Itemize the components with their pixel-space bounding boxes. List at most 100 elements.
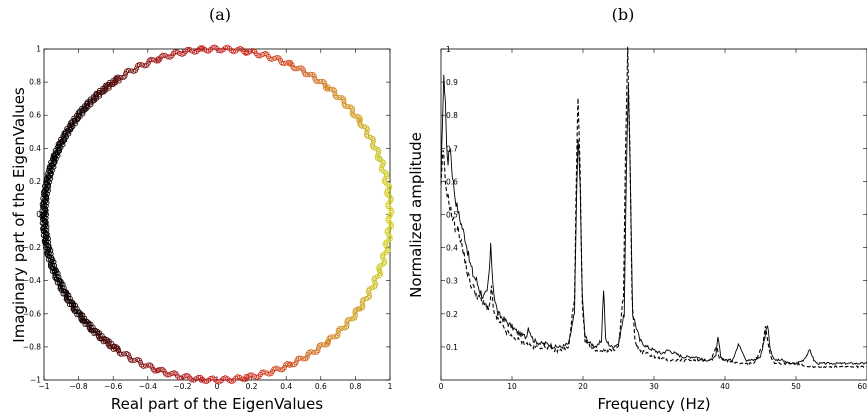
eigenvalue-point [164,372,170,378]
eigenvalue-point [379,158,385,164]
eigenvalue-point [137,359,144,366]
eigenvalue-point [165,54,171,60]
eigenvalue-point [82,105,88,111]
eigenvalue-point [276,55,282,61]
panel-b-axes-frame [440,48,867,381]
eigenvalue-point [312,76,318,82]
eigenvalue-point [278,367,284,373]
eigenvalue-point [88,324,94,330]
eigenvalue-point [336,95,342,101]
eigenvalue-point [51,155,58,161]
x-tick-label: 0.2 [246,382,258,391]
y-tick-label: 0.3 [446,277,458,286]
y-tick-label: 0.6 [29,111,41,120]
eigenvalue-point [281,364,287,371]
eigenvalue-point [146,58,152,64]
eigenvalue-point [305,72,311,78]
x-tick-label: 60 [857,382,867,391]
eigenvalue-point [363,132,370,138]
eigenvalue-point [335,333,341,339]
y-tick-label: 1 [36,45,41,54]
eigenvalue-point [257,53,263,59]
eigenvalue-point [357,122,363,128]
eigenvalue-point [179,51,185,57]
eigenvalue-point [94,93,99,99]
eigenvalue-point [237,45,243,52]
eigenvalue-point [330,86,336,92]
eigenvalue-point [341,101,347,107]
eigenvalue-point [299,65,305,71]
eigenvalue-point [308,349,314,355]
eigenvalue-point [304,354,310,360]
eigenvalue-point [262,51,268,57]
eigenvalue-point [313,349,319,355]
eigenvalue-point [115,76,122,82]
eigenvalue-point [387,213,393,220]
eigenvalue-point [289,362,295,368]
eigenvalue-point [315,345,322,351]
eigenvalue-point [381,178,387,184]
eigenvalue-point [363,296,370,302]
eigenvalue-point [187,46,193,53]
y-tick-label: 0.8 [29,78,41,87]
eigenvalue-point [155,58,161,64]
eigenvalue-point [367,134,374,140]
eigenvalue-point [259,51,266,58]
eigenvalue-point [367,293,373,299]
eigenvalue-point [261,369,267,375]
eigenvalue-point [383,170,389,176]
eigenvalue-point [373,145,379,151]
eigenvalue-point [142,63,148,69]
panel-a-x-axis-label: Real part of the EigenValues [111,395,323,413]
eigenvalue-point [212,44,218,50]
eigenvalue-point [350,112,356,118]
eigenvalue-point [120,75,126,81]
panel-a-y-axis-label: Imaginary part of the EigenValues [10,87,28,343]
eigenvalue-point [110,344,116,349]
eigenvalue-point [41,211,47,218]
eigenvalue-point [356,306,362,312]
eigenvalue-point [123,71,129,77]
eigenvalue-point [373,282,379,288]
y-tick-label: −0.4 [23,276,41,285]
eigenvalue-point [369,142,375,149]
eigenvalue-point [51,268,58,274]
eigenvalue-point [115,347,122,353]
eigenvalue-point [326,338,332,344]
x-tick-label: 0 [439,382,444,391]
eigenvalue-point [297,65,303,71]
eigenvalue-point [273,365,279,371]
eigenvalue-point [81,317,87,324]
eigenvalue-point [290,64,296,70]
eigenvalue-point [370,135,376,142]
eigenvalue-point [375,147,381,153]
eigenvalue-point [292,66,298,72]
eigenvalue-point [199,45,205,51]
eigenvalue-point [195,374,201,380]
eigenvalue-point [104,338,110,344]
panel-b-y-axis-label: Normalized amplitude [407,132,425,298]
eigenvalue-point [376,155,383,161]
x-tick-label: −0.2 [173,382,191,391]
eigenvalue-point [154,368,160,374]
eigenvalue-point [344,104,350,110]
eigenvalue-point [149,364,155,370]
panel-a: (a) −1 −0.8 −0.6 −0.4 −0.2 0 0.2 0.4 0.6 0.8 1 −1−… [10,5,395,413]
eigenvalue-point [279,60,285,66]
eigenvalue-point [349,110,355,116]
eigenvalue-point [382,259,388,265]
eigenvalue-point [134,65,140,71]
eigenvalue-point [325,84,331,90]
eigenvalue-point [198,46,205,52]
eigenvalue-point [112,346,118,352]
eigenvalue-point [367,286,373,292]
y-tick-label: 0.2 [446,310,458,319]
x-tick-label: −0.6 [104,382,122,391]
eigenvalue-point [355,114,361,120]
eigenvalue-point [297,355,304,361]
eigenvalue-point [352,313,358,319]
x-tick-label: −0.8 [69,382,87,391]
eigenvalue-point [274,54,280,61]
eigenvalue-point [143,363,149,369]
